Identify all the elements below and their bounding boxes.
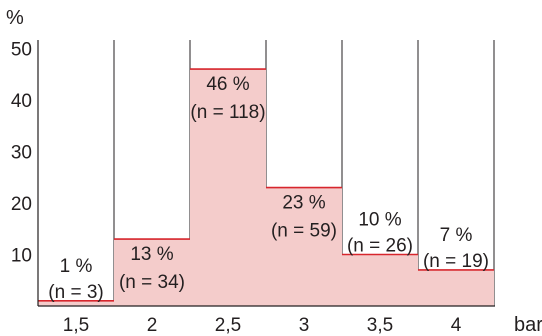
y-tick-label: 30 — [11, 143, 32, 164]
bar-count-label: (n = 26) — [347, 236, 413, 257]
x-axis-label: bar — [514, 314, 542, 336]
bar-count-label: (n = 34) — [119, 272, 185, 293]
bar-labels: 1 % (n = 3) 13 % (n = 34) 46 % (n = 118) 23 % (… — [48, 74, 489, 303]
x-tick-label: 4 — [451, 315, 462, 336]
x-tick-label: 2 — [147, 315, 158, 336]
y-axis-label: % — [6, 7, 24, 29]
bar-percent-label: 23 % — [282, 193, 325, 214]
bar — [190, 69, 266, 306]
y-tick-label: 40 — [11, 91, 32, 112]
bar — [342, 254, 418, 306]
y-tick-label: 20 — [11, 194, 32, 215]
bar — [114, 239, 190, 306]
y-tick-labels: 10 20 30 40 50 — [11, 40, 32, 267]
bar-percent-label: 46 % — [206, 74, 249, 95]
bar-percent-label: 7 % — [440, 225, 473, 246]
bar-percent-label: 10 % — [358, 210, 401, 231]
x-tick-label: 1,5 — [63, 315, 89, 336]
x-tick-label: 3,5 — [367, 315, 393, 336]
x-tick-label: 2,5 — [215, 315, 241, 336]
bar-count-label: (n = 3) — [48, 282, 103, 303]
bar-count-label: (n = 118) — [190, 102, 265, 123]
x-tick-label: 3 — [299, 315, 310, 336]
bar-count-label: (n = 59) — [271, 221, 337, 242]
bars — [38, 68, 494, 306]
bar — [38, 300, 114, 306]
bar — [266, 187, 342, 306]
bar — [418, 269, 494, 306]
axes — [37, 40, 495, 307]
bar-count-label: (n = 19) — [423, 251, 489, 272]
bar-percent-label: 13 % — [130, 244, 173, 265]
bar-percent-label: 1 % — [60, 256, 93, 277]
y-tick-label: 10 — [11, 246, 32, 267]
y-tick-label: 50 — [11, 40, 32, 61]
x-tick-labels: 1,5 2 2,5 3 3,5 4 — [63, 315, 462, 336]
